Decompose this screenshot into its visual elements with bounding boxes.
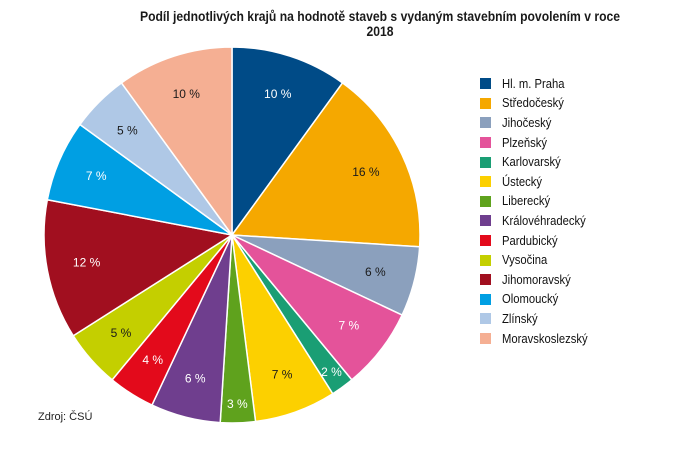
legend-swatch <box>480 176 491 188</box>
pie-slice-label-3: 7 % <box>339 319 360 333</box>
legend-swatch <box>480 97 491 109</box>
pie-slice-10 <box>43 198 235 337</box>
legend-label: Královéhradecký <box>502 213 586 228</box>
legend-label: Pardubický <box>502 233 558 248</box>
legend-label: Hl. m. Praha <box>502 76 565 91</box>
pie-slice-label-4: 2 % <box>321 365 342 379</box>
legend-item-4: Karlovarský <box>480 152 597 172</box>
legend-item-0: Hl. m. Praha <box>480 74 597 94</box>
legend-item-10: Jihomoravský <box>480 270 597 290</box>
pie-slice-label-12: 5 % <box>117 123 138 137</box>
pie-slice-label-8: 4 % <box>142 353 163 367</box>
pie-slice-label-6: 3 % <box>227 397 248 411</box>
legend-label: Zlínský <box>502 311 538 326</box>
legend-item-8: Pardubický <box>480 231 597 251</box>
pie-slice-13 <box>120 46 233 238</box>
legend-swatch <box>480 313 491 325</box>
pie-slice-0 <box>231 46 344 238</box>
legend-label: Liberecký <box>502 194 551 209</box>
legend-item-3: Plzeňský <box>480 133 597 153</box>
legend-item-12: Zlínský <box>480 309 597 329</box>
pie-slice-label-9: 5 % <box>111 326 132 340</box>
legend-swatch <box>480 333 491 345</box>
legend-swatch <box>480 195 491 207</box>
legend-swatch <box>480 293 491 305</box>
pie-slice-label-13: 10 % <box>173 87 201 101</box>
legend-label: Plzeňský <box>502 135 548 150</box>
pie-slice-label-5: 7 % <box>272 367 293 381</box>
chart-title: Podíl jednotlivých krajů na hodnotě stav… <box>139 9 621 39</box>
legend-swatch <box>480 235 491 247</box>
legend-label: Olomoucký <box>502 292 559 307</box>
legend-label: Jihomoravský <box>502 272 571 287</box>
legend-item-7: Královéhradecký <box>480 211 597 231</box>
legend-item-11: Olomoucký <box>480 290 597 310</box>
legend: Hl. m. Praha Středočeský Jihočeský Plzeňský… <box>480 74 597 348</box>
pie-slice-label-1: 16 % <box>352 165 380 179</box>
legend-label: Ústecký <box>502 174 543 189</box>
source-note: Zdroj: ČSÚ <box>38 411 93 423</box>
legend-item-2: Jihočeský <box>480 113 597 133</box>
legend-item-6: Liberecký <box>480 192 597 212</box>
legend-item-13: Moravskoslezský <box>480 329 597 349</box>
legend-swatch <box>480 78 491 90</box>
legend-label: Středočeský <box>502 96 564 111</box>
pie-slice-label-10: 12 % <box>73 256 101 270</box>
legend-swatch <box>480 137 491 149</box>
legend-item-9: Vysočina <box>480 250 597 270</box>
legend-swatch <box>480 274 491 286</box>
legend-item-5: Ústecký <box>480 172 597 192</box>
legend-swatch <box>480 215 491 227</box>
legend-swatch <box>480 156 491 168</box>
legend-label: Vysočina <box>502 253 548 268</box>
pie-slice-label-7: 6 % <box>185 371 206 385</box>
pie-slice-label-11: 7 % <box>86 169 107 183</box>
pie-slice-labels: 10 % 16 % 6 % 7 % 2 % 7 % 3 % 6 % 4 % 5 % 12 % 7 % 5… <box>73 87 386 411</box>
legend-label: Moravskoslezský <box>502 331 588 346</box>
legend-swatch <box>480 117 491 129</box>
legend-item-1: Středočeský <box>480 94 597 114</box>
pie-slice-label-2: 6 % <box>365 265 386 279</box>
pie-slice-1 <box>230 81 421 248</box>
legend-label: Karlovarský <box>502 155 561 170</box>
pie-slices <box>43 46 421 424</box>
pie-slice-label-0: 10 % <box>264 87 292 101</box>
legend-swatch <box>480 254 491 266</box>
legend-label: Jihočeský <box>502 115 552 130</box>
